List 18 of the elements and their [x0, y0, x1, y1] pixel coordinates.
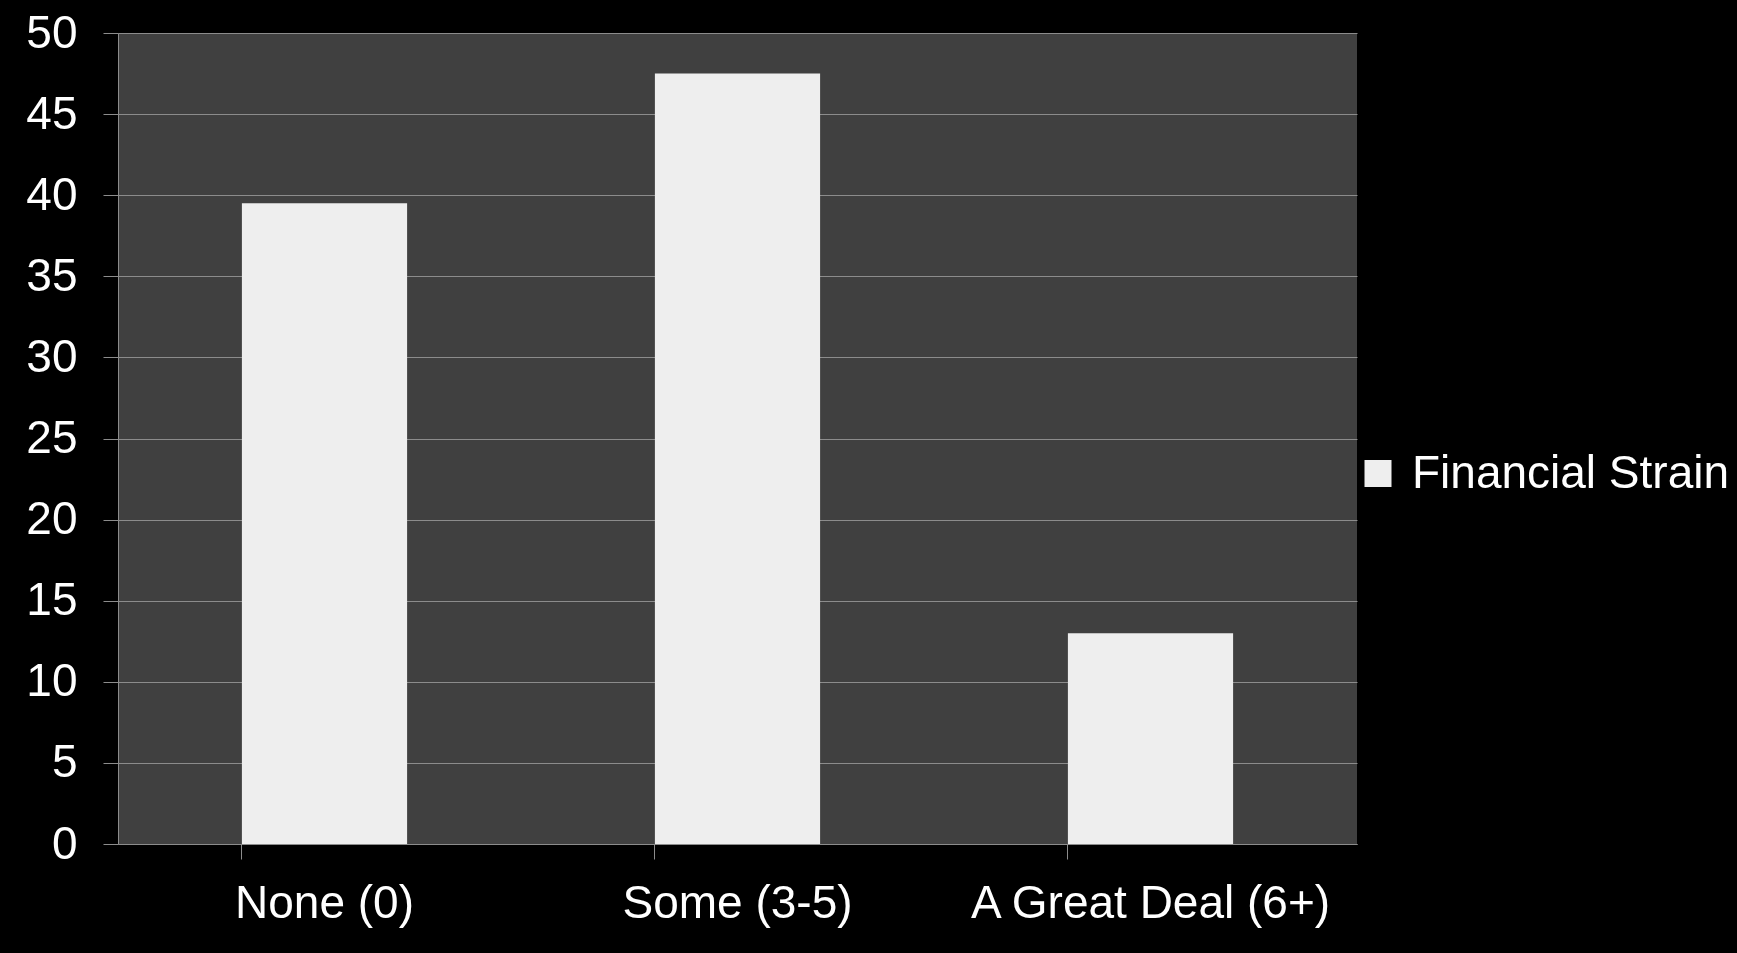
x-tick-label: A Great Deal (6+)	[970, 875, 1331, 928]
y-tick-label: 10	[26, 654, 78, 707]
y-tick-label: 30	[26, 329, 78, 382]
legend-label: Financial Strain	[1412, 445, 1730, 498]
bar	[241, 203, 408, 844]
y-tick-label: 45	[26, 86, 78, 139]
bar	[1067, 633, 1234, 844]
x-tick-label: None (0)	[235, 875, 414, 928]
y-tick-label: 50	[26, 5, 78, 58]
y-tick-label: 15	[26, 573, 78, 626]
y-tick-label: 20	[26, 492, 78, 545]
y-tick-label: 25	[26, 411, 78, 463]
bar	[654, 73, 821, 844]
y-tick-label: 5	[51, 735, 78, 788]
x-tick-label: Some (3-5)	[622, 875, 853, 928]
y-tick-label: 0	[51, 816, 78, 869]
y-tick-label: 40	[26, 167, 78, 220]
y-tick-label: 35	[26, 248, 78, 301]
